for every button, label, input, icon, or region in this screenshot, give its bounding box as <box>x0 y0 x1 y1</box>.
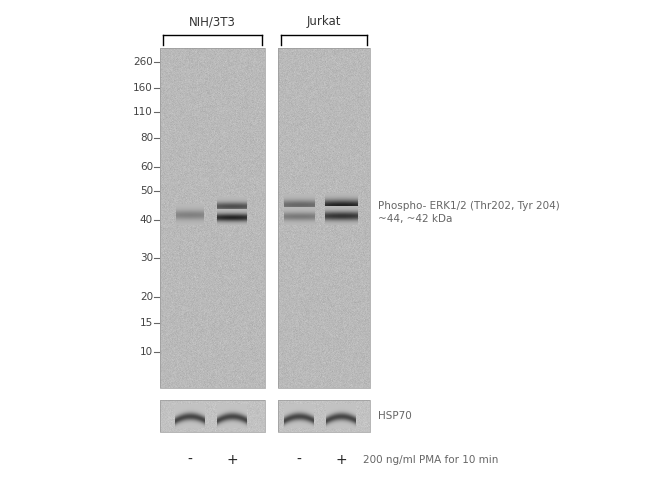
Text: -: - <box>188 453 192 467</box>
Text: NIH/3T3: NIH/3T3 <box>189 15 236 29</box>
Text: 160: 160 <box>133 83 153 93</box>
Text: 50: 50 <box>140 186 153 196</box>
Text: ~44, ~42 kDa: ~44, ~42 kDa <box>378 214 452 224</box>
Text: 40: 40 <box>140 215 153 225</box>
Text: +: + <box>335 453 347 467</box>
Text: 80: 80 <box>140 133 153 143</box>
Text: 30: 30 <box>140 253 153 263</box>
Text: 10: 10 <box>140 347 153 357</box>
Text: 260: 260 <box>133 57 153 67</box>
Text: -: - <box>296 453 302 467</box>
Text: 200 ng/ml PMA for 10 min: 200 ng/ml PMA for 10 min <box>363 455 499 465</box>
Text: 110: 110 <box>133 107 153 117</box>
Text: Phospho- ERK1/2 (Thr202, Tyr 204): Phospho- ERK1/2 (Thr202, Tyr 204) <box>378 200 560 210</box>
Text: 60: 60 <box>140 162 153 172</box>
Text: 15: 15 <box>140 318 153 328</box>
Text: +: + <box>226 453 238 467</box>
Text: 20: 20 <box>140 292 153 302</box>
Text: HSP70: HSP70 <box>378 411 411 421</box>
Text: Jurkat: Jurkat <box>307 15 341 29</box>
